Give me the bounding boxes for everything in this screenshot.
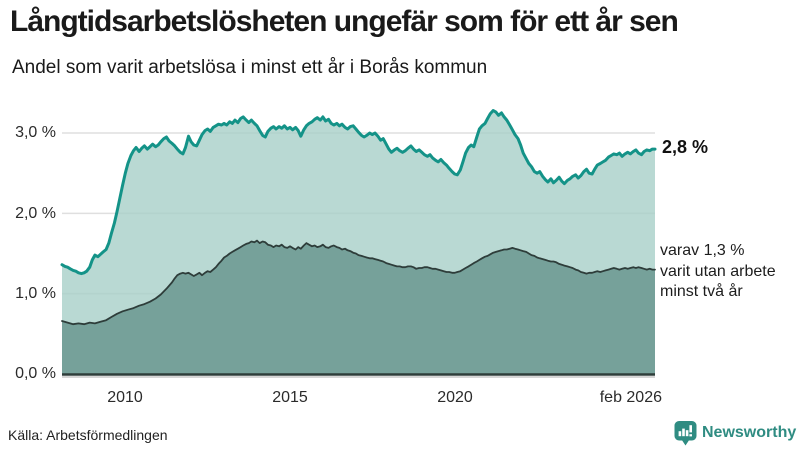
y-axis-label-3: 3,0 % xyxy=(15,124,56,141)
chart-subtitle: Andel som varit arbetslösa i minst ett å… xyxy=(12,57,488,78)
newsworthy-wordmark: Newsworthy xyxy=(702,424,797,441)
x-axis-label-feb-2026: feb 2026 xyxy=(599,389,662,406)
x-axis-label-2010: 2010 xyxy=(107,389,143,406)
two-year-label-line-3: minst två år xyxy=(660,283,743,300)
page-title: Långtidsarbetslösheten ungefär som för e… xyxy=(10,5,679,38)
x-axis-label-2015: 2015 xyxy=(272,389,308,406)
newsworthy-branding: Newsworthy xyxy=(674,420,796,446)
y-axis-label-0: 0,0 % xyxy=(15,365,56,382)
y-axis-label-2: 2,0 % xyxy=(15,204,56,222)
series-end-label-two-year: varav 1,3 % varit utan arbete minst två … xyxy=(660,241,776,303)
source-attribution: Källa: Arbetsförmedlingen xyxy=(8,427,168,443)
two-year-label-line-2: varit utan arbete xyxy=(660,262,776,280)
newsworthy-logo-icon xyxy=(674,420,697,446)
x-axis-label-2020: 2020 xyxy=(437,389,473,406)
series-end-label-total: 2,8 % xyxy=(662,137,709,157)
two-year-label-line-1: varav 1,3 % xyxy=(660,242,745,259)
y-axis-label-1: 1,0 % xyxy=(15,285,56,302)
